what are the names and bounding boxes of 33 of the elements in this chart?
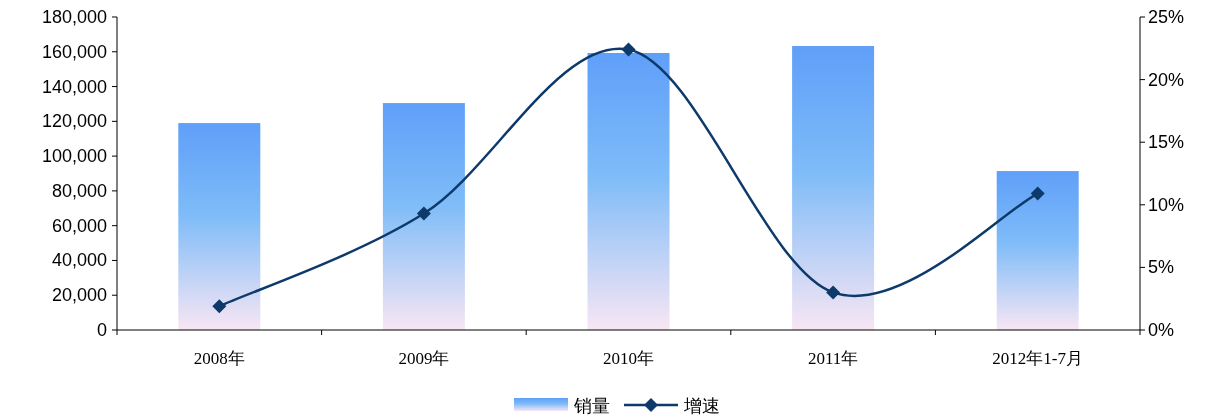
legend-label: 增速 — [683, 396, 720, 416]
y-tick-label: 120,000 — [41, 111, 107, 132]
y-tick-label: 140,000 — [41, 76, 107, 97]
y2-tick-label: 10% — [1148, 194, 1185, 215]
bar — [178, 123, 261, 330]
y-tick-label: 80,000 — [51, 180, 107, 201]
y2-tick-label: 0% — [1148, 320, 1175, 340]
y-tick-label: 60,000 — [51, 215, 107, 236]
y2-tick-label: 20% — [1148, 69, 1185, 90]
y-tick-label: 40,000 — [51, 250, 107, 271]
x-tick-label: 2009年 — [398, 349, 450, 368]
point — [621, 42, 636, 57]
legend-label: 销量 — [573, 396, 610, 416]
point — [416, 206, 431, 221]
bar — [587, 53, 670, 330]
y2-tick-label: 15% — [1148, 132, 1185, 153]
y-tick-label: 160,000 — [41, 41, 107, 62]
bar — [996, 171, 1079, 330]
x-tick-label: 2012年1-7月 — [992, 349, 1084, 368]
bar — [382, 103, 465, 330]
x-tick-label: 2010年 — [603, 349, 654, 368]
y-tick-label: 0 — [96, 320, 107, 340]
x-tick-label: 2011年 — [807, 349, 859, 368]
x-tick-label: 2008年 — [193, 349, 245, 368]
point — [1030, 186, 1045, 201]
y2-tick-label: 25% — [1148, 7, 1185, 27]
y-tick-label: 20,000 — [51, 285, 107, 306]
y-tick-label: 100,000 — [41, 146, 107, 167]
bar — [792, 46, 875, 330]
point — [826, 285, 841, 300]
y-tick-label: 180,000 — [41, 7, 107, 27]
point — [212, 299, 227, 314]
y2-tick-label: 5% — [1148, 257, 1175, 278]
